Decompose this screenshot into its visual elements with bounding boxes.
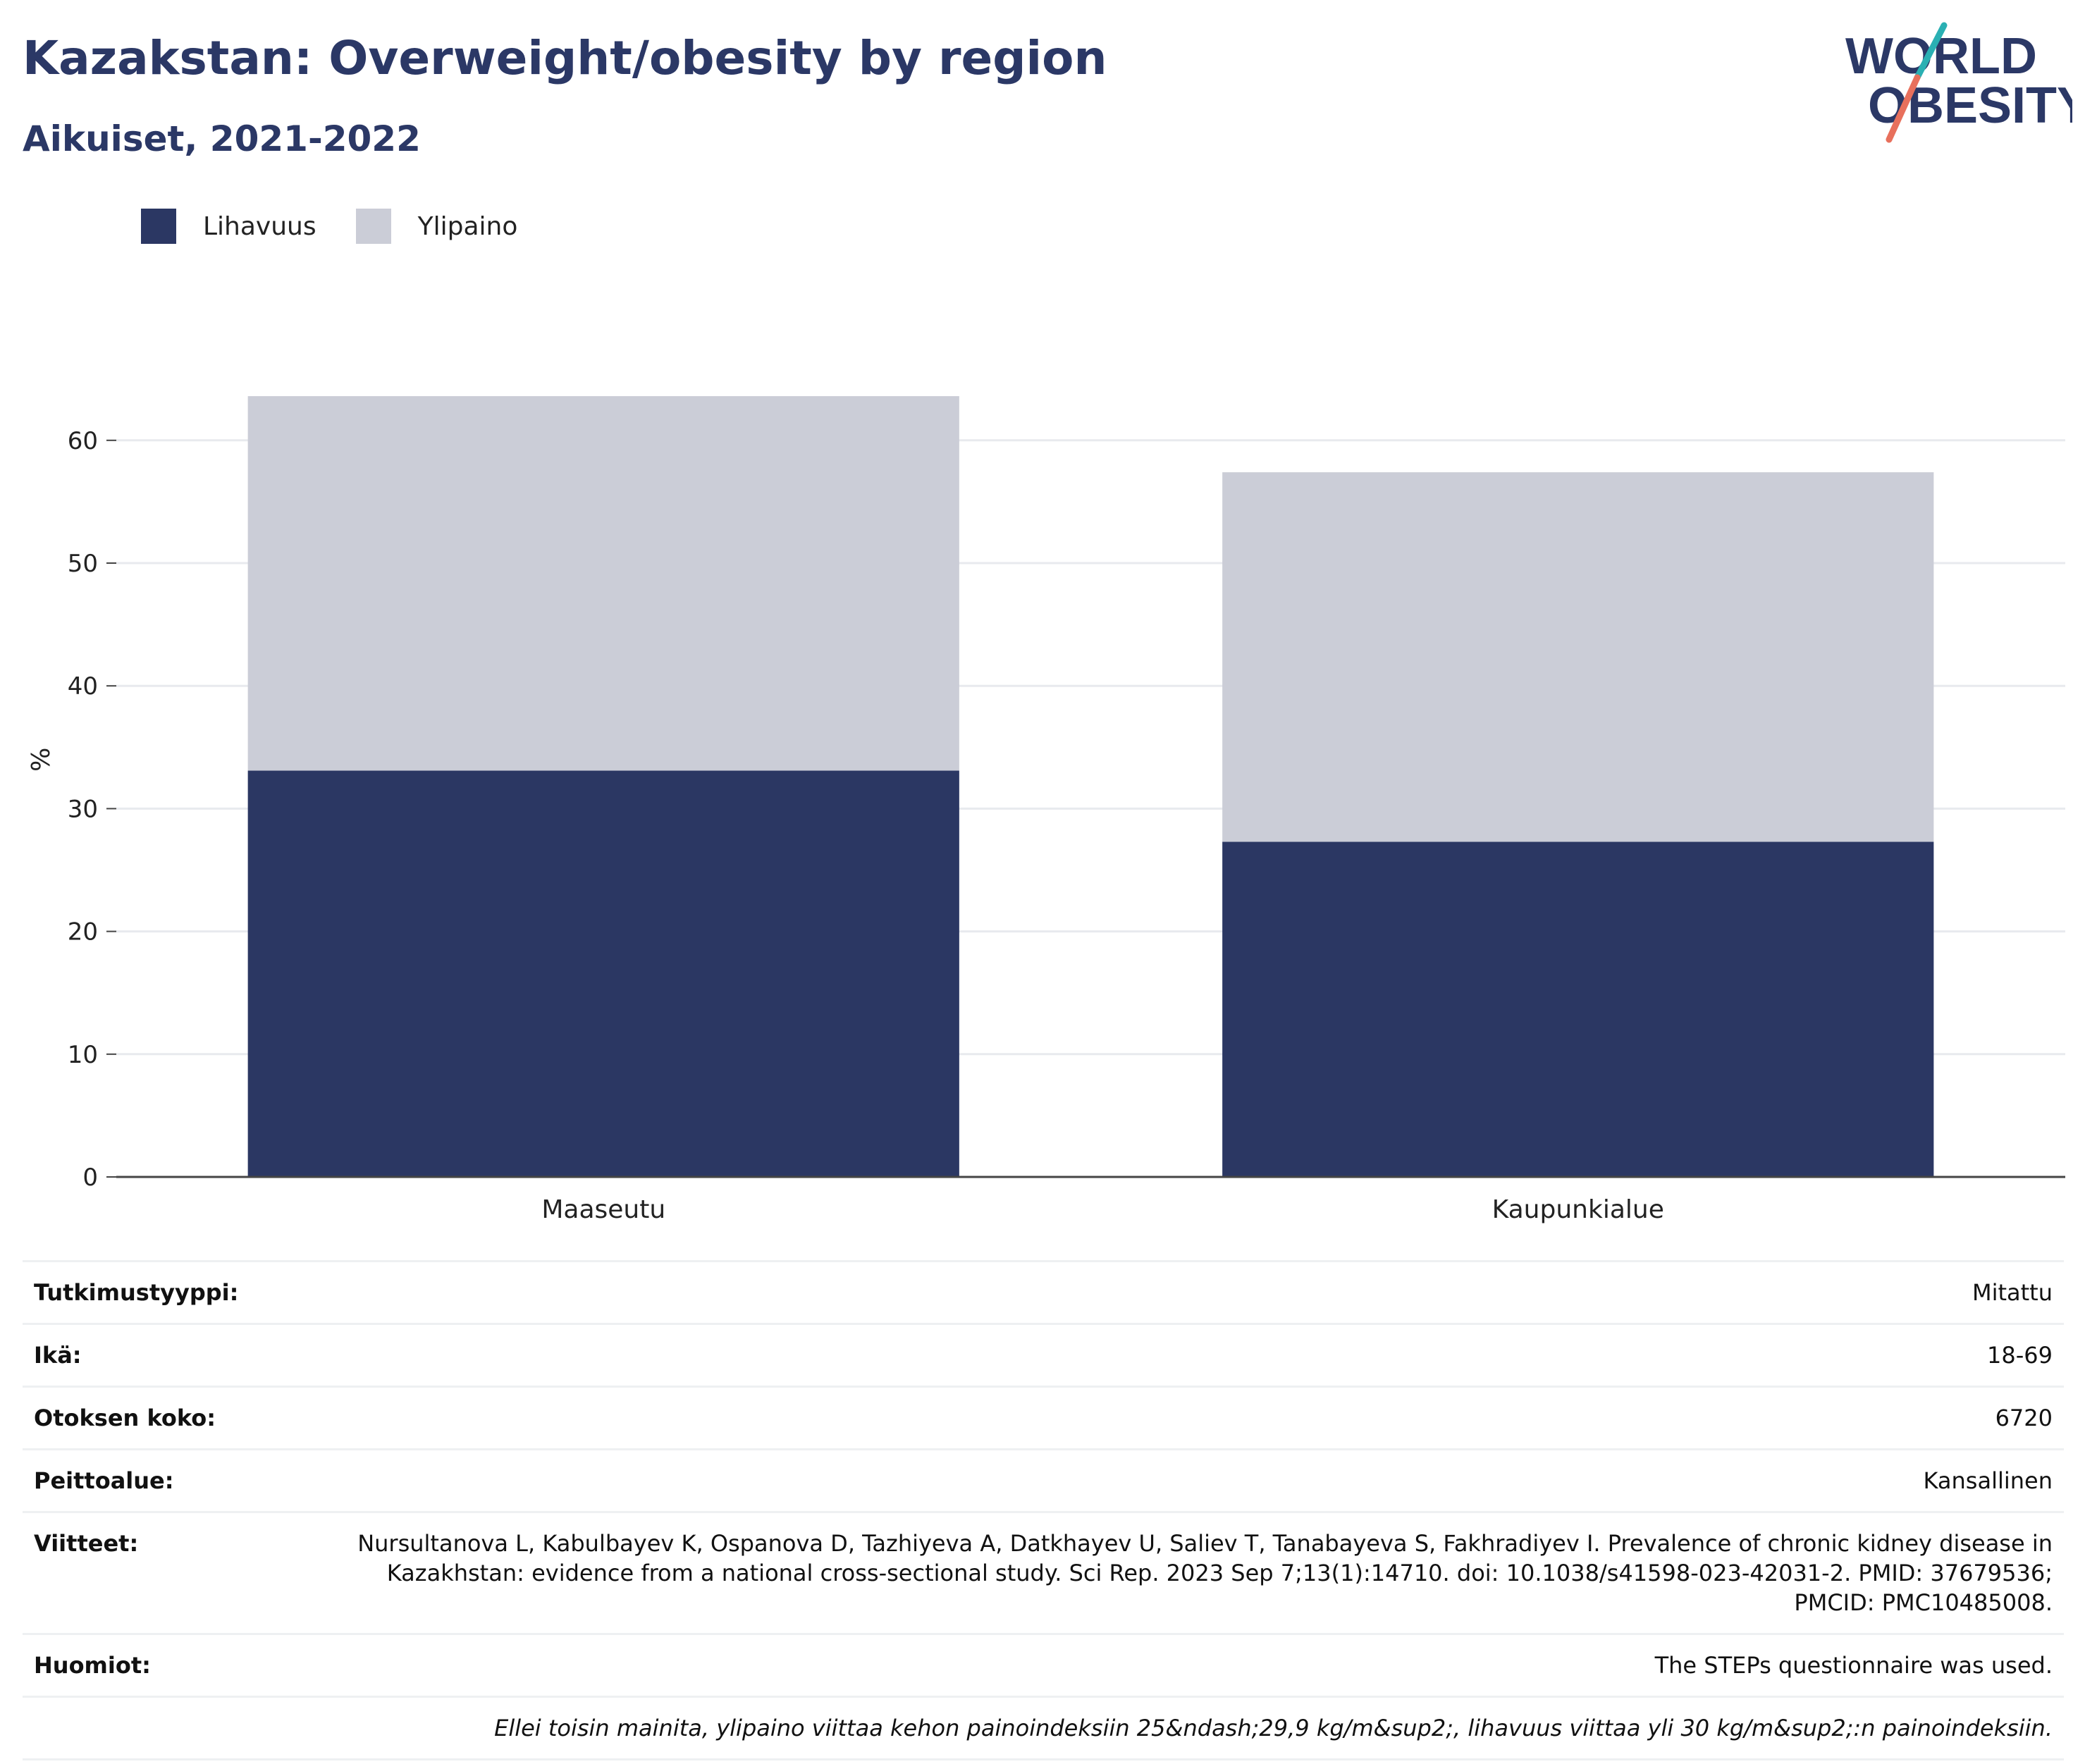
info-value: The STEPs questionnaire was used. bbox=[1654, 1652, 2053, 1679]
info-row: Otoksen koko: 6720 bbox=[23, 1386, 2064, 1450]
info-row: Huomiot: The STEPs questionnaire was use… bbox=[23, 1634, 2064, 1697]
legend-item-ylipaino[interactable]: Ylipaino bbox=[355, 209, 518, 244]
bar-chart: 0 10 20 30 40 50 60% Maaseutu Kaupunkialue bbox=[27, 396, 2065, 1224]
logo-slash-top bbox=[1914, 22, 1948, 81]
bar-ylipaino-maaseutu bbox=[247, 396, 959, 771]
info-row: Peittoalue: Kansallinen bbox=[23, 1449, 2064, 1512]
y-tick-label: 10 bbox=[68, 1041, 98, 1069]
info-row: Viitteet: Nursultanova L, Kabulbayev K, … bbox=[23, 1512, 2064, 1634]
legend-swatch-ylipaino bbox=[355, 209, 391, 244]
info-table: Tutkimustyyppi: Mitattu Ikä: 18-69 Otoks… bbox=[23, 1260, 2064, 1760]
info-key: Otoksen koko: bbox=[34, 1405, 216, 1431]
info-key: Viitteet: bbox=[34, 1530, 139, 1557]
info-row: Ellei toisin mainita, ylipaino viittaa k… bbox=[23, 1696, 2064, 1760]
x-tick-label: Kaupunkialue bbox=[1492, 1195, 1664, 1224]
y-tick-label: 60 bbox=[68, 427, 98, 455]
y-axis-label: % bbox=[27, 748, 56, 772]
info-key: Ikä: bbox=[34, 1342, 82, 1369]
legend-label-lihavuus: Lihavuus bbox=[203, 211, 316, 241]
chart-legend: Lihavuus Ylipaino bbox=[141, 209, 557, 244]
logo-slash-bottom bbox=[1886, 74, 1921, 143]
chart-title: Kazakstan: Overweight/obesity by region bbox=[23, 31, 1107, 85]
y-tick-label: 30 bbox=[68, 795, 98, 823]
bar-lihavuus-kaupunkialue bbox=[1222, 841, 1934, 1177]
info-value: 6720 bbox=[1995, 1405, 2053, 1431]
info-value: 18-69 bbox=[1987, 1342, 2053, 1369]
bar-ylipaino-kaupunkialue bbox=[1222, 472, 1934, 842]
info-row: Ikä: 18-69 bbox=[23, 1324, 2064, 1387]
footnote: Ellei toisin mainita, ylipaino viittaa k… bbox=[494, 1715, 2053, 1741]
info-key: Huomiot: bbox=[34, 1652, 151, 1679]
bar-lihavuus-maaseutu bbox=[247, 770, 959, 1177]
info-value: Mitattu bbox=[1972, 1279, 2053, 1306]
x-tick-label: Maaseutu bbox=[541, 1195, 665, 1224]
info-row: Tutkimustyyppi: Mitattu bbox=[23, 1261, 2064, 1324]
legend-item-lihavuus[interactable]: Lihavuus bbox=[141, 209, 316, 244]
y-tick-label: 0 bbox=[82, 1164, 98, 1192]
world-obesity-logo: WORLD OBESITY bbox=[1845, 22, 2072, 143]
info-key: Peittoalue: bbox=[34, 1467, 174, 1494]
y-tick-label: 20 bbox=[68, 918, 98, 946]
legend-label-ylipaino: Ylipaino bbox=[417, 211, 518, 241]
legend-swatch-lihavuus bbox=[141, 209, 176, 244]
y-tick-label: 50 bbox=[68, 550, 98, 578]
info-key: Tutkimustyyppi: bbox=[34, 1279, 239, 1306]
info-value: Kansallinen bbox=[1923, 1467, 2053, 1494]
y-tick-label: 40 bbox=[68, 672, 98, 701]
info-value: Nursultanova L, Kabulbayev K, Ospanova D… bbox=[357, 1530, 2053, 1616]
chart-subtitle: Aikuiset, 2021-2022 bbox=[23, 118, 421, 159]
